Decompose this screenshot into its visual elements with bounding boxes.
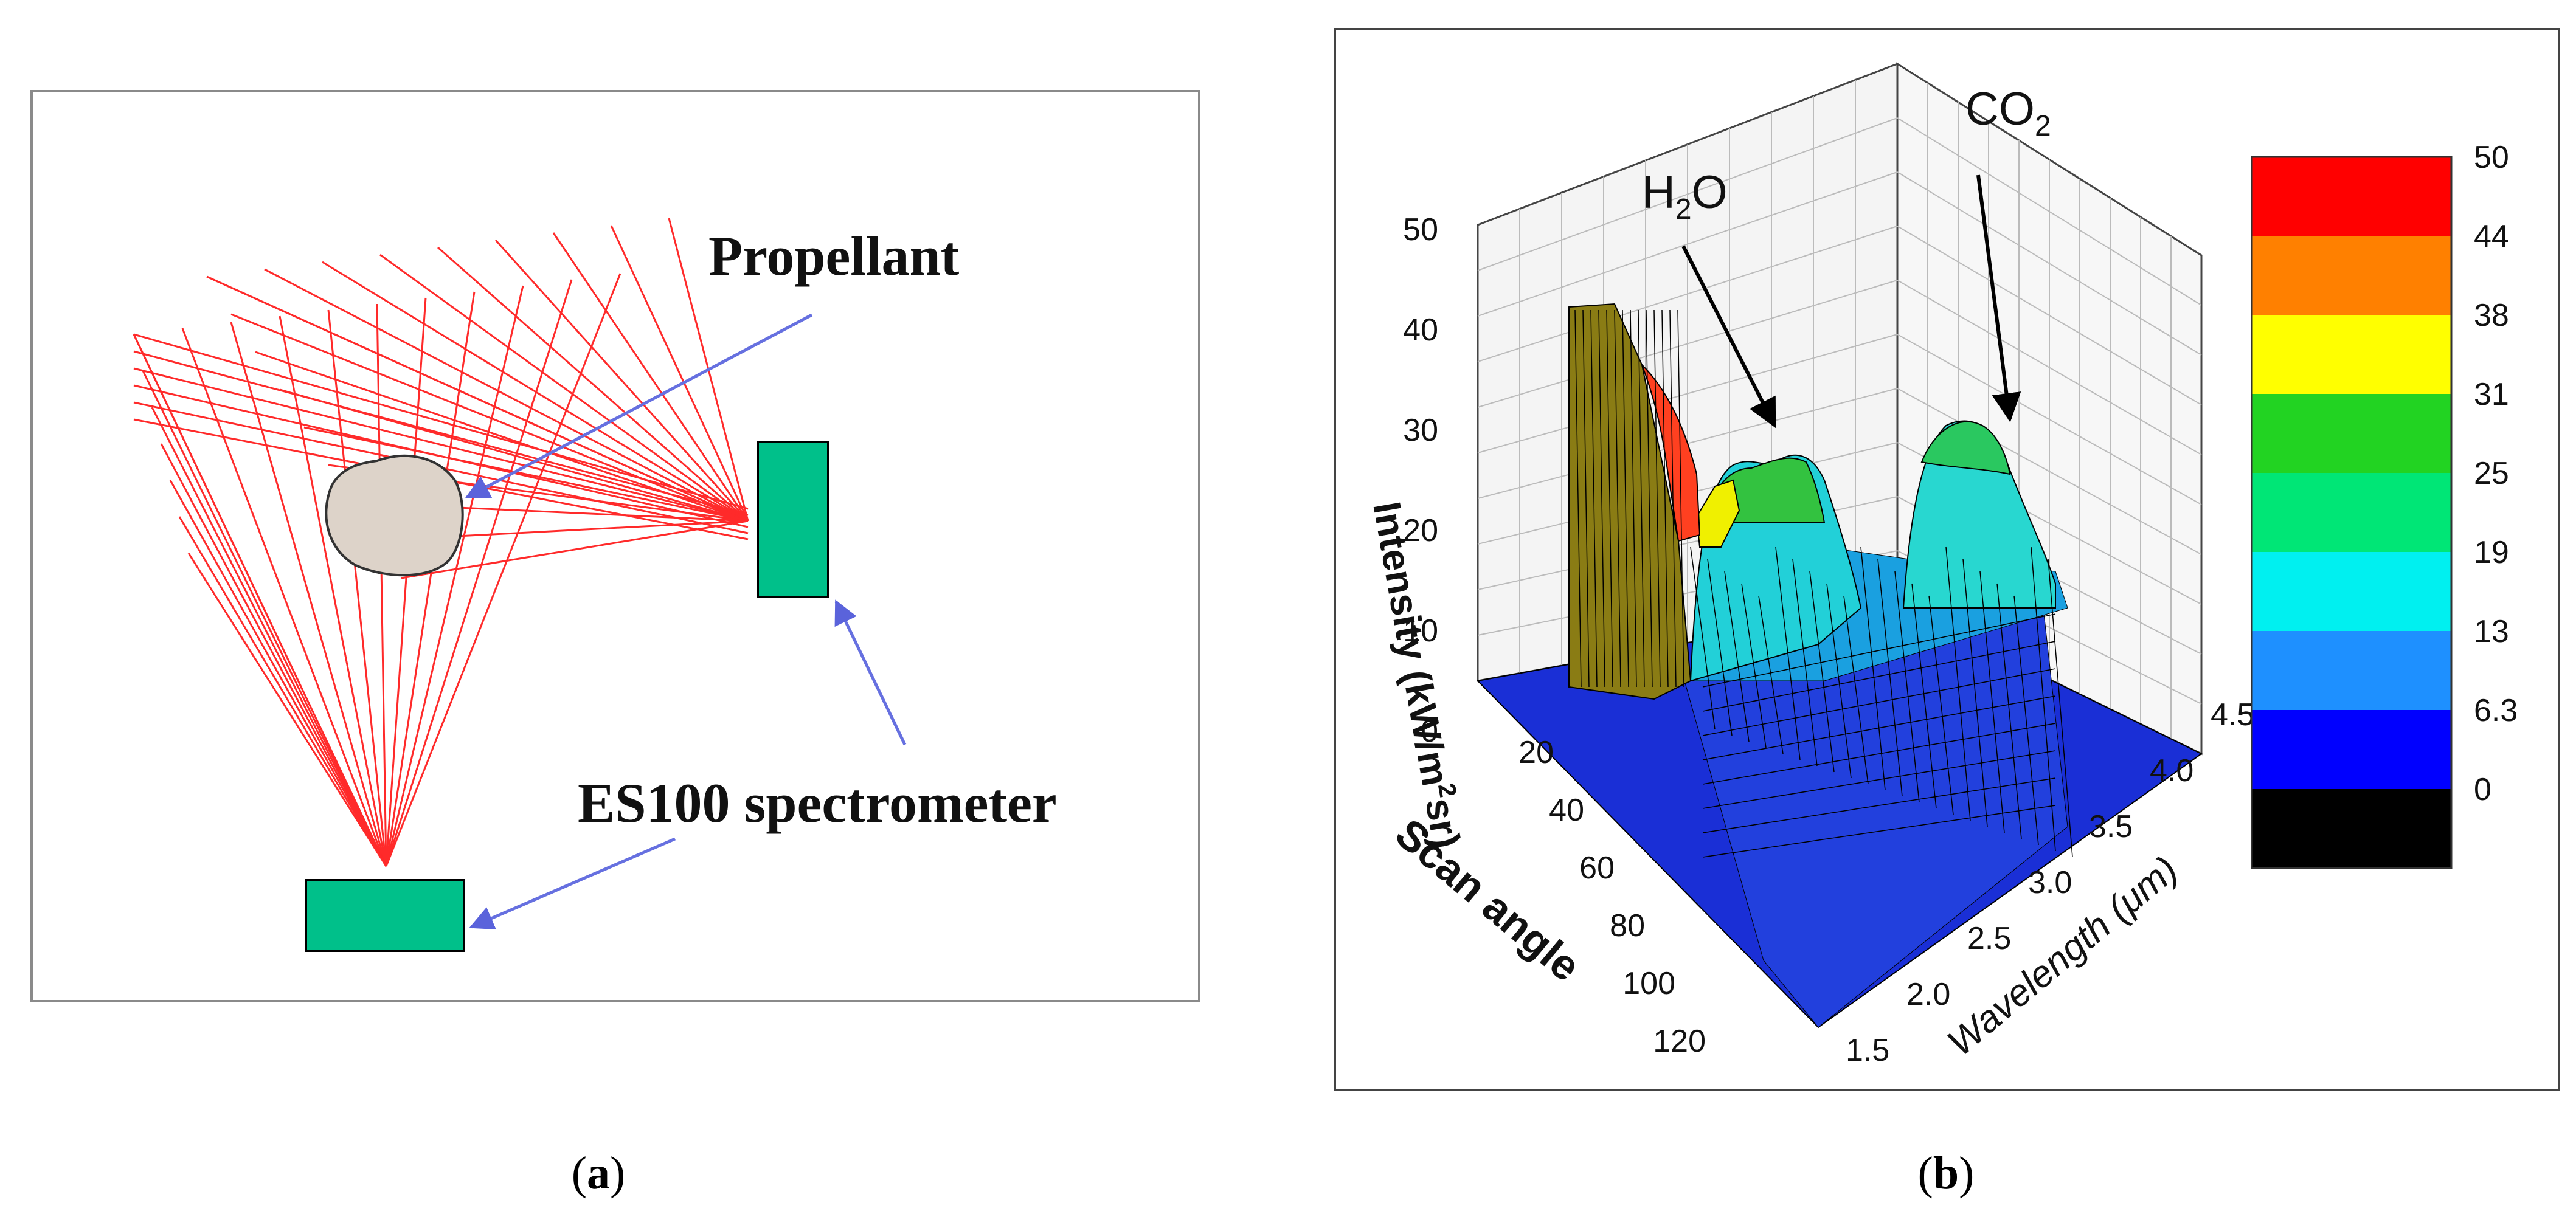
spectral-surface [1568,303,2073,1028]
h2o-arrow [1681,245,1776,429]
panel-a: Propellant ES100 spectrometer [30,90,1200,1002]
y-tick-label: 20 [1518,735,1554,770]
colorbar-swatch [2252,789,2451,868]
co2-peak-top [1920,421,2011,475]
z-tick-label: 20 [1403,513,1438,548]
colorbar-label: 31 [2474,377,2509,412]
x-tick-label: 4.5 [2211,697,2254,733]
x-tick-label: 1.5 [1846,1033,1889,1068]
surface-mesh [1574,309,2073,858]
y-tick-label: 120 [1653,1024,1706,1059]
z-tick-label: 40 [1403,312,1438,348]
z-tick-label: 0 [1421,714,1438,749]
spectrometer-arrow-bottom [469,837,676,930]
z-tick-label: 50 [1403,212,1438,247]
z-tick-label: 10 [1403,613,1438,649]
h2o-peak-hot [1695,479,1740,548]
z-tick-label: 30 [1403,413,1438,448]
spectrometer-label: ES100 spectrometer [578,772,1057,834]
x-tick-label: 2.5 [1967,921,2011,956]
colorbar-swatch [2252,552,2451,631]
co2-arrow [1976,174,2021,422]
surface-front-face [1568,303,1692,700]
colorbar [2251,156,2453,869]
caption-a: (a) [572,1148,626,1199]
x-tick-label: 3.0 [2028,865,2072,900]
y-tick-label: 100 [1622,966,1675,1001]
x-tick-label: 2.0 [1906,977,1950,1012]
colorbar-label: 13 [2474,614,2509,649]
x-axis-ticks: 1.5 2.0 2.5 3.0 3.5 4.0 4.5 [1846,697,2254,1068]
y-tick-label: 80 [1610,908,1645,943]
colorbar-swatch [2252,315,2451,394]
colorbar-label: 19 [2474,535,2509,570]
colorbar-swatch [2252,394,2451,473]
x-tick-label: 3.5 [2089,809,2133,844]
colorbar-label: 38 [2474,298,2509,333]
h2o-label: H2O [1642,167,1728,226]
colorbar-label: 0 [2474,772,2491,807]
colorbar-border [2251,156,2453,869]
colorbar-swatch [2252,157,2451,236]
propellant-sample [325,454,464,577]
colorbar-label: 50 [2474,140,2509,175]
colorbar-swatch [2252,473,2451,552]
ray-fan-bottom [133,273,621,867]
colorbar-swatch [2252,631,2451,710]
colorbar-label: 25 [2474,456,2509,491]
colorbar-label: 6.3 [2474,693,2518,728]
z-axis-ticks: 50 40 30 20 10 0 [1403,212,1438,749]
y-axis-ticks: 20 40 60 80 100 120 [1518,735,1706,1059]
spectrometer-arrow-right [834,599,907,746]
colorbar-swatch [2252,710,2451,789]
y-tick-label: 60 [1579,850,1615,886]
propellant-label: Propellant [708,225,960,287]
colorbar-swatch [2252,236,2451,315]
y-tick-label: 40 [1549,793,1584,828]
colorbar-label: 44 [2474,219,2509,254]
spectrometer-bottom [305,879,465,952]
caption-b: (b) [1918,1148,1975,1199]
spectrometer-right [757,441,829,598]
co2-label: CO2 [1965,83,2051,142]
colorbar-labels: 50 44 38 31 25 19 13 6.3 0 [2474,140,2518,807]
propellant-arrow [465,313,813,499]
panel-a-frame [30,90,1200,1002]
x-tick-label: 4.0 [2150,753,2193,788]
